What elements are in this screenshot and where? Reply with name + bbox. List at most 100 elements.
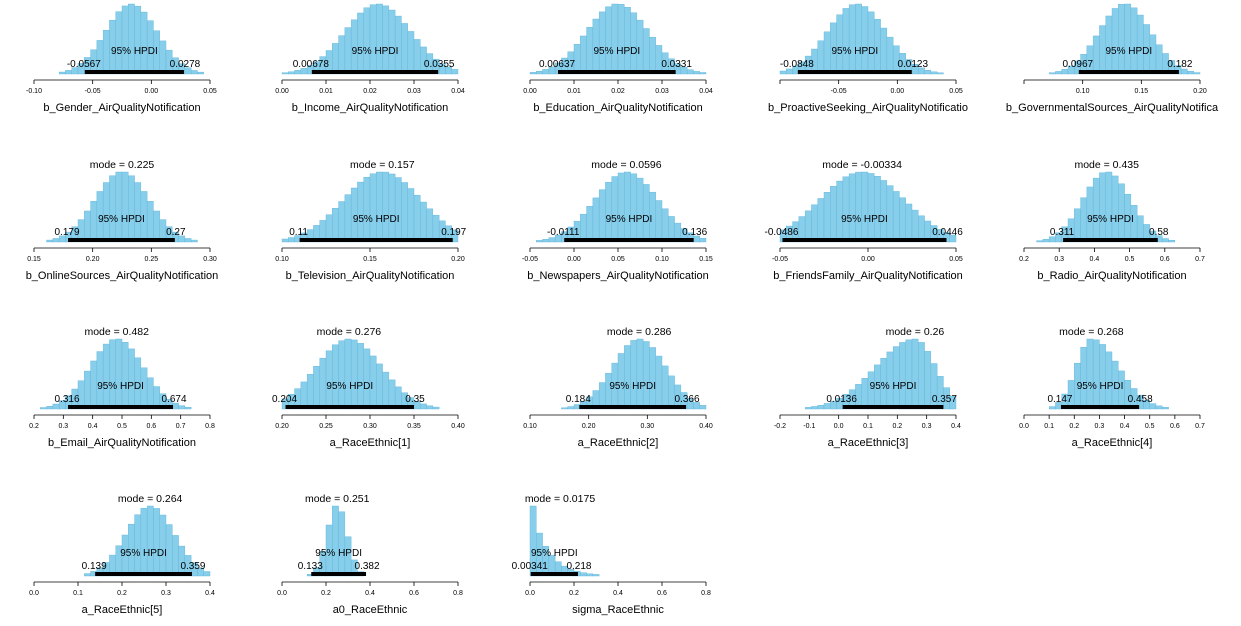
hpdi-lower-label: 0.11 xyxy=(289,227,308,238)
histogram-bar xyxy=(376,363,383,410)
histogram-bar xyxy=(905,203,913,243)
histogram-bar xyxy=(699,237,707,243)
histogram-bar xyxy=(611,176,619,243)
histogram-bar xyxy=(407,188,415,243)
x-tick-label: 0.0 xyxy=(1019,423,1029,430)
histogram-bar xyxy=(548,237,556,243)
histogram-bar xyxy=(1036,240,1044,243)
x-tick-label: 0.0 xyxy=(525,590,535,597)
x-tick-label: 0.0 xyxy=(834,423,844,430)
histogram-bar xyxy=(598,11,606,75)
histogram-bar xyxy=(804,210,812,243)
hpdi-title: 95% HPDI xyxy=(352,46,399,57)
histogram-bar xyxy=(338,340,346,410)
x-tick-label: 0.20 xyxy=(86,256,100,263)
panel-9: -0.05 0.00 0.05 -0.0486 0.0446 95% HPDI mode =… xyxy=(765,159,964,282)
histogram-bar xyxy=(1048,72,1056,75)
histogram-bar xyxy=(382,171,390,243)
histogram-bar xyxy=(1162,238,1169,243)
histogram-bar xyxy=(1130,7,1138,75)
x-tick-label: 0.1 xyxy=(863,423,873,430)
hpdi-upper-label: 0.136 xyxy=(682,227,707,238)
histogram-bar xyxy=(401,182,408,243)
x-tick-label: -0.05 xyxy=(85,88,101,95)
histogram-bar xyxy=(109,175,116,243)
x-axis-title: b_OnlineSources_AirQualityNotification xyxy=(26,270,219,282)
x-tick-label: 0.4 xyxy=(613,590,623,597)
hpdi-upper-label: 0.218 xyxy=(566,561,591,572)
histogram-bar xyxy=(128,3,135,75)
histogram-bar xyxy=(1080,197,1088,243)
histogram-bar xyxy=(699,72,707,75)
histogram-bar xyxy=(288,237,295,243)
x-axis-title: b_Television_AirQualityNotification xyxy=(286,270,455,282)
x-tick-label: 0.4 xyxy=(365,590,375,597)
histogram-bar xyxy=(836,180,844,243)
x-tick-label: 0.0 xyxy=(277,590,287,597)
histogram-bar xyxy=(536,70,543,75)
histogram-bar xyxy=(1055,71,1062,75)
histogram-bar xyxy=(376,171,383,243)
x-tick-label: 0.20 xyxy=(582,423,596,430)
hpdi-lower-label: -0.0567 xyxy=(67,59,101,70)
x-tick-label: 0.02 xyxy=(363,88,377,95)
histogram-bar xyxy=(1080,347,1088,410)
histogram-bar xyxy=(388,9,396,75)
x-tick-label: 0.15 xyxy=(363,256,377,263)
x-tick-label: 0.00 xyxy=(523,88,537,95)
x-tick-label: -0.2 xyxy=(774,423,786,430)
histogram-bar xyxy=(332,43,339,75)
histogram-bar xyxy=(861,171,869,243)
histogram-bar xyxy=(649,347,656,410)
x-tick-label: -0.05 xyxy=(831,88,847,95)
histogram-bar xyxy=(369,4,377,75)
x-tick-label: 0.5 xyxy=(1125,256,1135,263)
hpdi-lower-label: 0.316 xyxy=(55,394,80,405)
histogram-bar xyxy=(357,181,364,243)
mode-label: mode = 0.225 xyxy=(90,159,155,171)
x-axis-title: b_Radio_AirQualityNotification xyxy=(1037,270,1186,282)
hpdi-title: 95% HPDI xyxy=(606,214,653,225)
x-axis-title: b_Income_AirQualityNotification xyxy=(292,102,449,114)
panel-14: -0.2 -0.1 0.0 0.1 0.2 0.3 0.4 0.0136 0.357 95% HP… xyxy=(774,326,961,449)
hpdi-upper-label: 0.0278 xyxy=(170,59,201,70)
hpdi-lower-label: 0.0136 xyxy=(826,394,857,405)
histogram-bar xyxy=(586,573,594,577)
hpdi-title: 95% HPDI xyxy=(609,381,656,392)
mode-label: mode = 0.136 xyxy=(1093,0,1158,3)
hpdi-upper-label: 0.0123 xyxy=(897,59,928,70)
mode-label: mode = 0.0199 xyxy=(582,0,653,3)
x-tick-label: 0.05 xyxy=(203,88,217,95)
hpdi-bar xyxy=(299,238,453,242)
histogram-bar xyxy=(848,4,856,75)
x-tick-label: 0.05 xyxy=(611,256,625,263)
histogram-bar xyxy=(128,348,135,410)
histogram-bar xyxy=(121,342,129,410)
histogram-bar xyxy=(817,40,825,75)
x-tick-label: 0.8 xyxy=(701,590,711,597)
hpdi-lower-label: 0.00678 xyxy=(293,59,330,70)
histogram-bar xyxy=(344,194,352,243)
histogram-bar xyxy=(836,14,844,75)
hpdi-bar xyxy=(1060,405,1140,409)
x-axis-title: a_RaceEthnic[2] xyxy=(578,437,659,449)
histogram-bar xyxy=(630,340,638,410)
histogram-bar xyxy=(842,176,850,243)
hpdi-title: 95% HPDI xyxy=(97,381,144,392)
mode-label: mode = -0.00334 xyxy=(822,159,902,171)
histogram-bar xyxy=(617,172,625,243)
mode-label: mode = 0.157 xyxy=(350,159,415,171)
histogram-bar xyxy=(924,351,932,410)
hpdi-lower-label: 0.184 xyxy=(566,394,591,405)
hpdi-lower-label: 0.139 xyxy=(82,561,107,572)
x-tick-label: 0.30 xyxy=(363,423,377,430)
histogram-bar xyxy=(1086,338,1094,410)
hpdi-upper-label: 0.35 xyxy=(405,394,425,405)
histogram-bar xyxy=(134,182,142,243)
hpdi-bar xyxy=(285,405,414,409)
histogram-bar xyxy=(642,28,650,75)
panel-6: 0.15 0.20 0.25 0.30 0.179 0.27 95% HPDI mode = … xyxy=(26,159,219,282)
mode-label: mode = 0.264 xyxy=(118,493,183,505)
hpdi-title: 95% HPDI xyxy=(531,548,578,559)
